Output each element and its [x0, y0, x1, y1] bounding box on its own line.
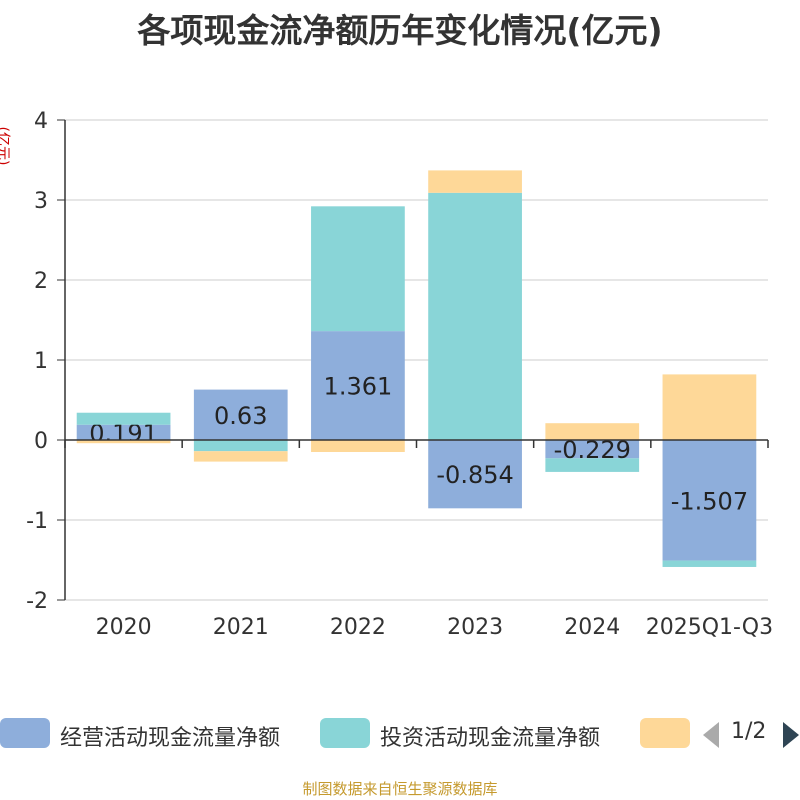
data-label: 1.361 — [324, 373, 393, 401]
bar-segment-1 — [428, 192, 522, 440]
legend-label-investing: 投资活动现金流量净额 — [380, 726, 601, 751]
x-tick-label: 2020 — [96, 615, 152, 640]
y-tick-label: -2 — [26, 589, 48, 614]
legend-swatch-financing — [640, 718, 690, 748]
chart-title: 各项现金流净额历年变化情况(亿元) — [137, 11, 663, 50]
bar-segment-0 — [76, 424, 171, 440]
bar-segment-1 — [311, 206, 405, 332]
bar-segment-2 — [428, 170, 522, 193]
y-tick-label: 3 — [34, 189, 48, 214]
bar-segment-2 — [76, 440, 171, 444]
y-tick-label: -1 — [26, 509, 48, 534]
y-tick-label: 1 — [34, 349, 48, 374]
legend-swatch-investing — [320, 718, 370, 748]
bar-segment-2 — [545, 423, 640, 440]
data-label: -0.854 — [436, 461, 513, 489]
x-tick-label: 2024 — [564, 615, 620, 640]
data-label: 0.63 — [214, 402, 267, 430]
bar-segment-0 — [428, 440, 522, 509]
y-tick-label: 0 — [34, 429, 48, 454]
legend-page-indicator: 1/2 — [731, 719, 767, 744]
triangle-right-icon[interactable] — [783, 722, 799, 748]
legend-swatch-operating — [0, 718, 50, 748]
bar-segment-0 — [662, 440, 757, 561]
x-tick-label: 2021 — [213, 615, 269, 640]
data-source-footer: 制图数据来自恒生聚源数据库 — [302, 780, 498, 798]
bar-segment-2 — [662, 374, 757, 440]
x-tick-label: 2023 — [447, 615, 503, 640]
bar-segment-2 — [193, 451, 288, 462]
bar-segment-1 — [76, 412, 171, 425]
x-tick-label: 2022 — [330, 615, 386, 640]
triangle-left-icon[interactable] — [703, 722, 719, 748]
bar-segment-0 — [545, 440, 640, 459]
legend-label-operating: 经营活动现金流量净额 — [60, 726, 281, 751]
x-tick-label: 2025Q1-Q3 — [646, 615, 773, 640]
bar-segment-0 — [193, 389, 288, 440]
bar-segment-2 — [311, 440, 405, 452]
bar-segment-1 — [662, 560, 757, 567]
bar-segment-1 — [545, 458, 640, 472]
bar-segment-0 — [311, 331, 405, 440]
data-label: -1.507 — [671, 487, 748, 515]
y-tick-label: 2 — [34, 269, 48, 294]
bar-segment-1 — [193, 440, 288, 452]
y-tick-label: 4 — [34, 109, 48, 134]
